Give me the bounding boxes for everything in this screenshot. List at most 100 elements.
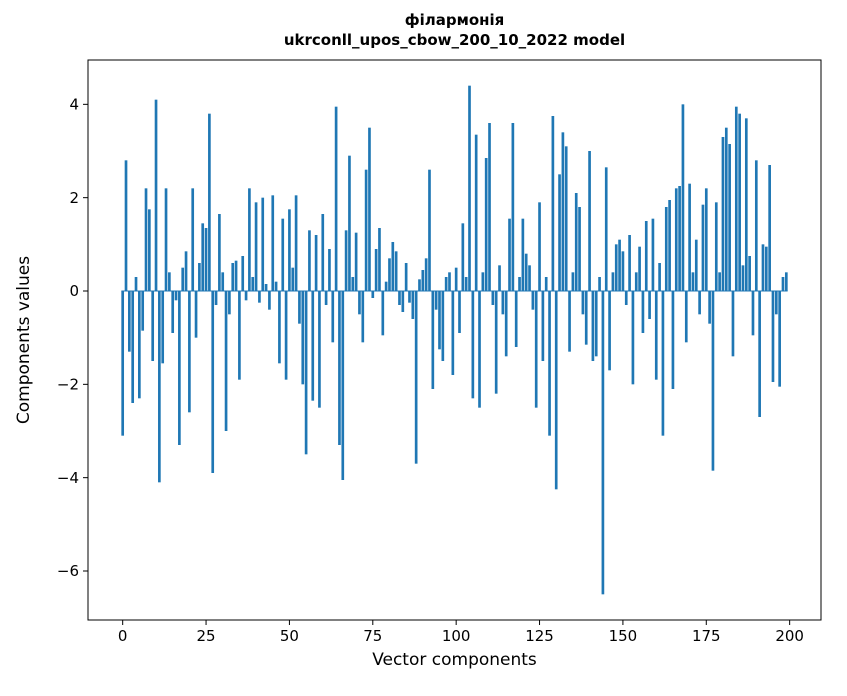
bar xyxy=(368,127,371,291)
bar xyxy=(234,260,238,291)
x-tick-label: 25 xyxy=(197,627,216,645)
bar xyxy=(468,85,471,291)
bar xyxy=(758,291,761,417)
x-tick-label: 200 xyxy=(775,627,804,645)
bar xyxy=(464,277,468,291)
bar xyxy=(618,239,621,291)
bar xyxy=(731,291,735,357)
bar xyxy=(198,263,201,291)
x-axis-label: Vector components xyxy=(372,650,537,670)
bar xyxy=(738,113,741,291)
bar xyxy=(704,188,708,291)
bar xyxy=(504,291,508,357)
bar xyxy=(654,291,658,380)
bar xyxy=(568,291,571,352)
bar xyxy=(574,193,578,291)
bar xyxy=(494,291,498,394)
bar xyxy=(434,291,438,310)
bar xyxy=(148,209,151,291)
y-tick-label: 2 xyxy=(69,189,79,207)
bar xyxy=(471,291,475,399)
bar xyxy=(548,291,551,436)
bar xyxy=(561,132,565,291)
bar xyxy=(321,214,325,291)
y-tick-label: 4 xyxy=(69,95,79,113)
bar xyxy=(408,291,411,303)
bar xyxy=(411,291,415,319)
bar xyxy=(558,174,561,291)
bar xyxy=(768,165,771,291)
bar xyxy=(348,155,351,291)
bar xyxy=(531,291,535,310)
y-tick-label: −6 xyxy=(57,562,79,580)
bar xyxy=(274,281,278,291)
bar xyxy=(268,291,271,310)
bar xyxy=(381,291,385,336)
bar xyxy=(438,291,441,350)
bar xyxy=(388,258,391,291)
chart-title-line1: філармонія xyxy=(404,11,505,29)
bar xyxy=(128,291,131,352)
bar xyxy=(201,223,205,291)
bar xyxy=(404,263,408,291)
bar xyxy=(424,258,428,291)
x-tick-label: 150 xyxy=(609,627,638,645)
bar xyxy=(668,200,671,291)
bar xyxy=(714,202,718,291)
bar xyxy=(204,228,208,291)
x-tick-label: 125 xyxy=(525,627,554,645)
bar xyxy=(374,249,378,291)
bar xyxy=(328,249,331,291)
bar xyxy=(511,123,515,291)
bar xyxy=(238,291,241,380)
bar xyxy=(394,251,398,291)
chart-title: філармонія ukrconll_upos_cbow_200_10_202… xyxy=(88,10,821,50)
bar xyxy=(601,291,605,595)
bar xyxy=(191,188,195,291)
bar xyxy=(681,104,685,291)
bar xyxy=(208,113,211,291)
bar xyxy=(734,106,738,291)
bar xyxy=(628,235,631,291)
bar xyxy=(261,197,265,291)
bar xyxy=(444,277,448,291)
bar xyxy=(461,223,465,291)
bar xyxy=(754,160,758,291)
bar xyxy=(298,291,301,324)
bar xyxy=(611,272,615,291)
bar xyxy=(508,218,511,291)
bar xyxy=(441,291,445,361)
bar xyxy=(391,242,395,291)
bar xyxy=(614,244,618,291)
bar xyxy=(431,291,435,389)
bar xyxy=(538,202,541,291)
bar xyxy=(584,291,588,345)
bar xyxy=(761,244,765,291)
x-tick-label: 0 xyxy=(118,627,128,645)
bar xyxy=(634,272,638,291)
bar xyxy=(648,291,651,319)
bar xyxy=(161,291,165,364)
bar xyxy=(644,221,648,291)
bar xyxy=(291,267,295,291)
bar xyxy=(218,214,221,291)
bar xyxy=(131,291,135,403)
bar xyxy=(451,291,455,375)
bar xyxy=(658,263,661,291)
bar xyxy=(688,183,691,291)
bar xyxy=(211,291,215,473)
bar xyxy=(488,123,491,291)
chart-title-line2: ukrconll_upos_cbow_200_10_2022 model xyxy=(283,31,626,49)
bar xyxy=(171,291,175,333)
bar xyxy=(184,251,188,291)
bar xyxy=(168,272,171,291)
bar xyxy=(448,272,451,291)
bar xyxy=(588,151,591,291)
bar xyxy=(341,291,345,480)
bar xyxy=(228,291,231,315)
bar xyxy=(498,265,501,291)
bar xyxy=(324,291,328,305)
bar xyxy=(534,291,538,408)
bar xyxy=(708,291,711,324)
bar xyxy=(358,291,361,315)
